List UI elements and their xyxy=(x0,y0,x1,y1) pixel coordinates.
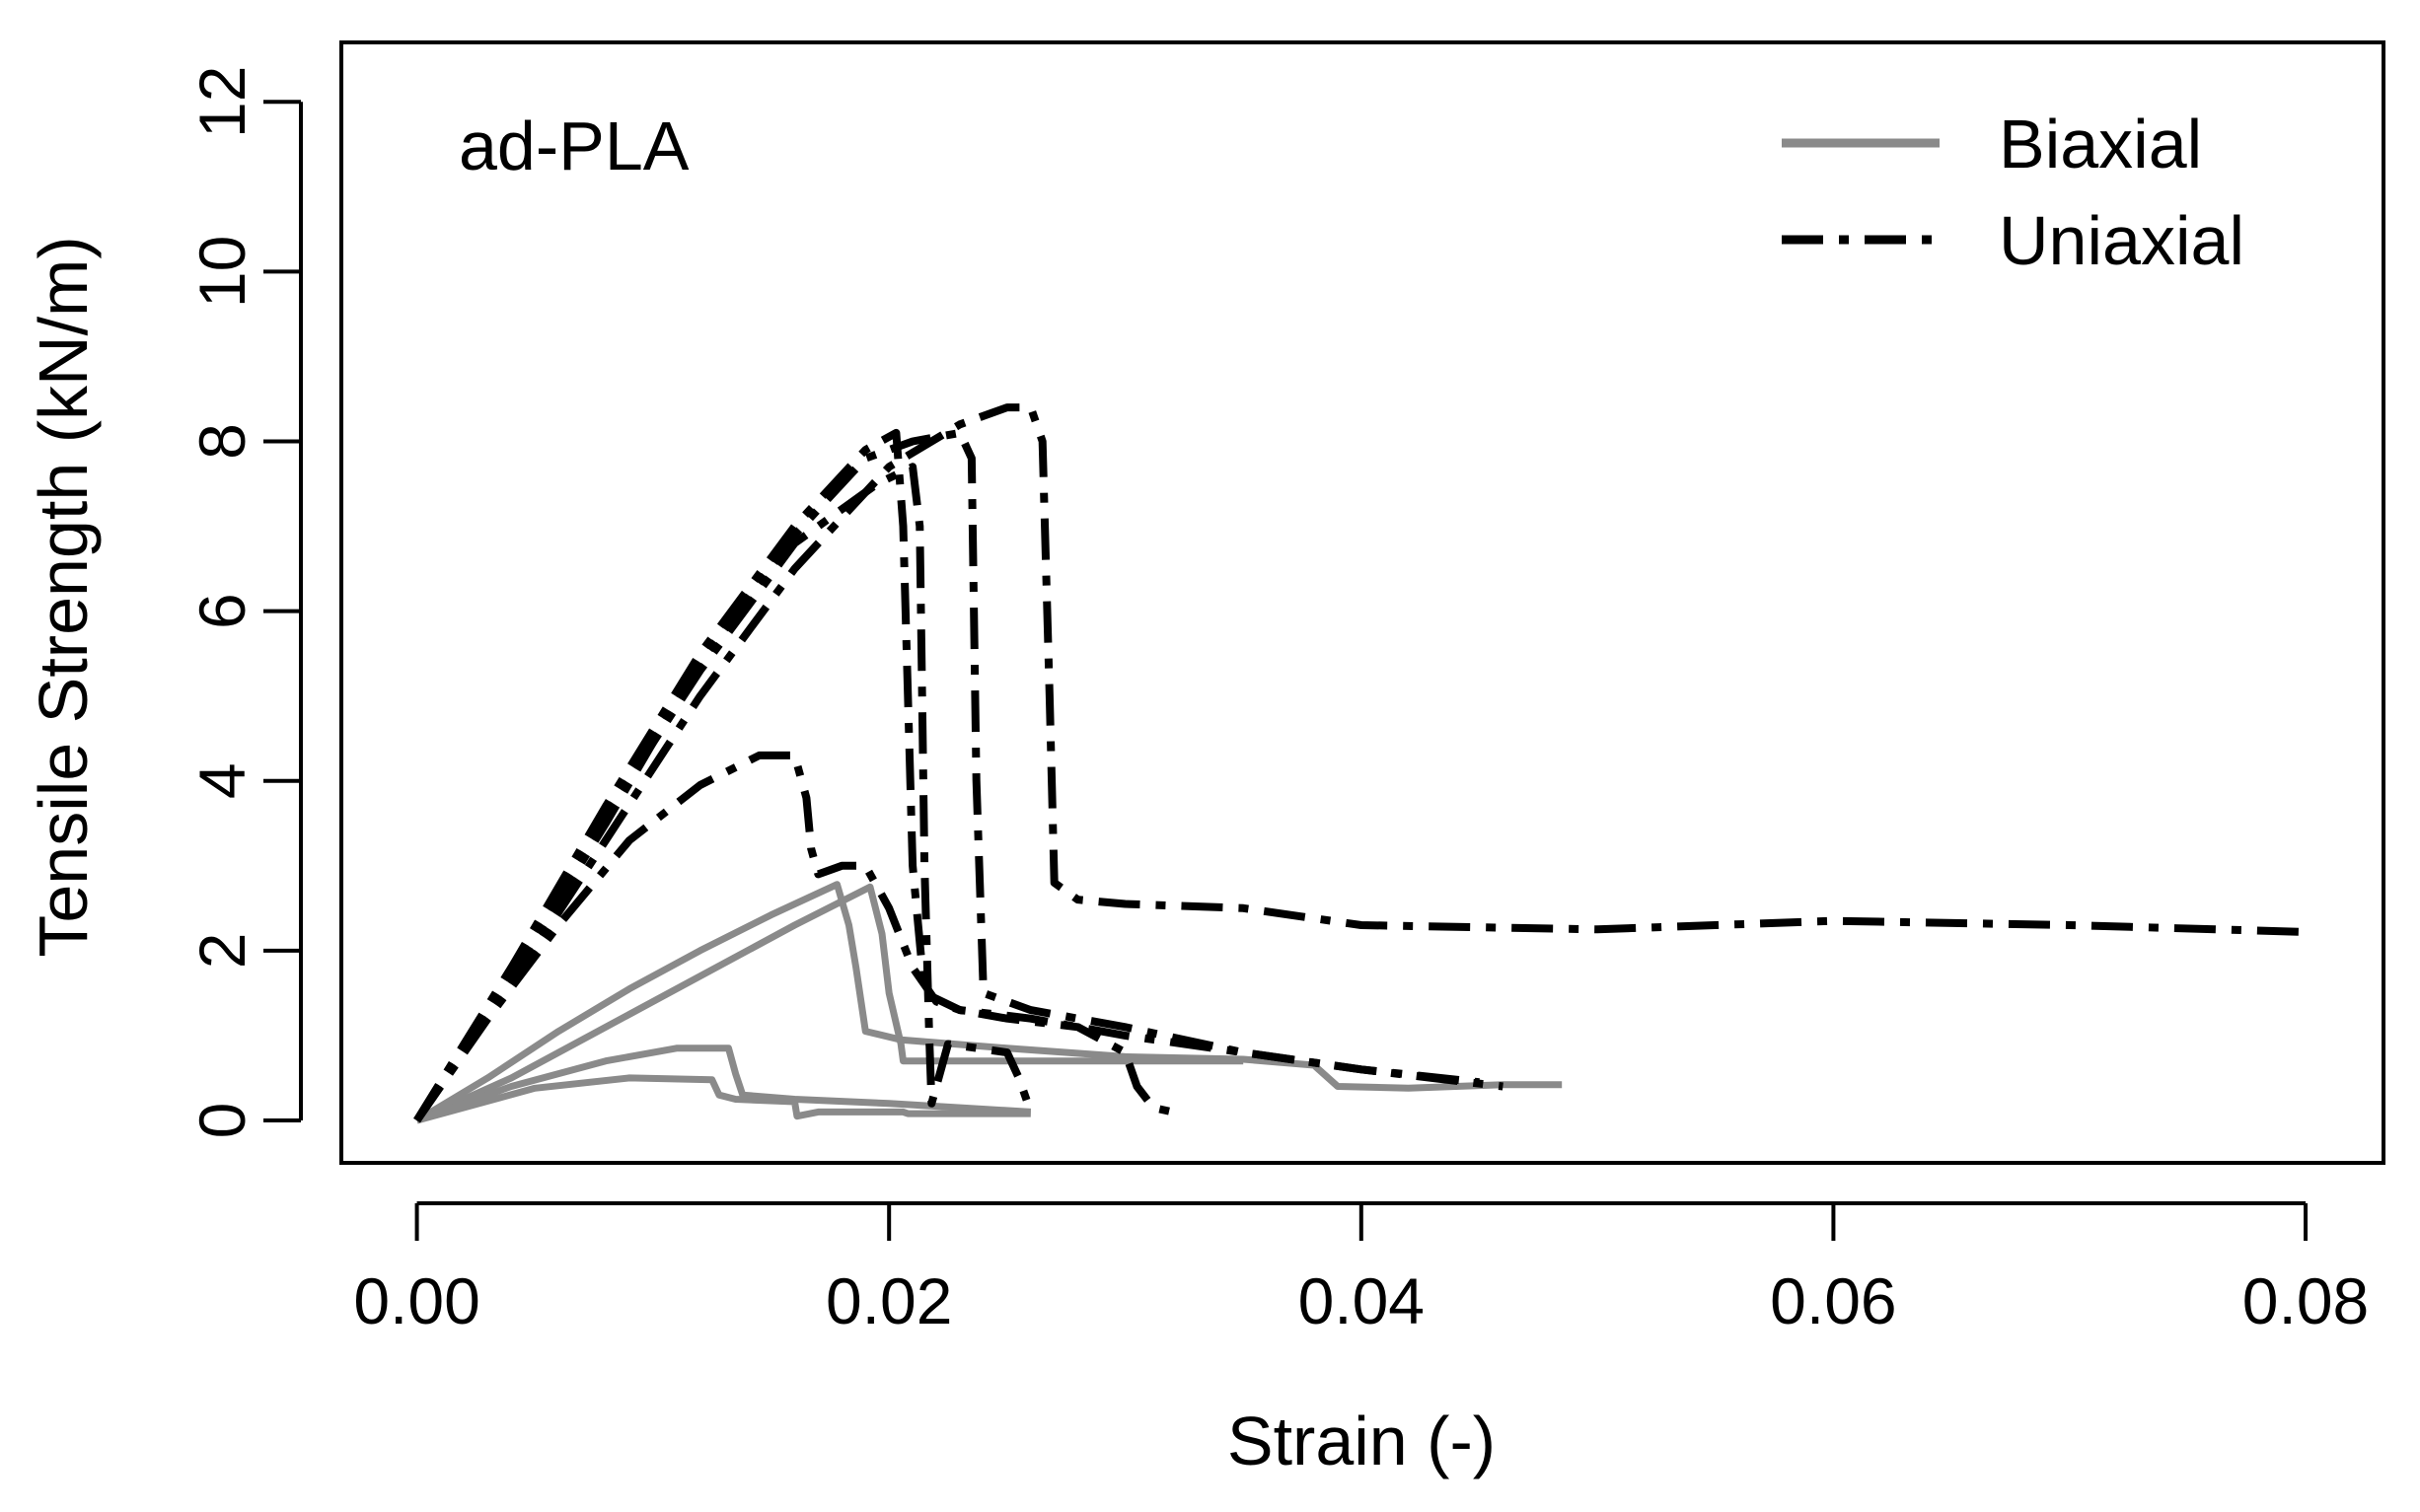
y-tick-label: 8 xyxy=(185,423,258,460)
x-tick-label: 0.02 xyxy=(826,1264,952,1337)
y-tick-label: 4 xyxy=(185,762,258,799)
plot-frame xyxy=(339,40,2385,1165)
x-tick-label: 0.00 xyxy=(353,1264,479,1337)
series-line-biaxial-4 xyxy=(415,1074,1031,1124)
series-line-uniaxial-7 xyxy=(413,428,1503,1123)
legend-label-biaxial: Biaxial xyxy=(1999,106,2202,182)
x-tick-label: 0.04 xyxy=(1298,1264,1425,1337)
y-tick-label: 0 xyxy=(185,1103,258,1139)
legend: Biaxial Uniaxial xyxy=(1782,106,2244,279)
y-axis-label: Tensile Strength (kN/m) xyxy=(25,236,102,957)
x-axis-label: Strain (-) xyxy=(1227,1403,1496,1479)
x-tick-label: 0.08 xyxy=(2242,1264,2369,1337)
x-tick-label: 0.06 xyxy=(1770,1264,1896,1337)
y-tick-label: 6 xyxy=(185,593,258,629)
series-line-biaxial-1 xyxy=(414,881,1563,1124)
series-line-uniaxial-5 xyxy=(413,403,2307,1123)
y-tick-label: 2 xyxy=(185,932,258,969)
series-line-biaxial-3 xyxy=(415,1044,1032,1124)
legend-label-uniaxial: Uniaxial xyxy=(1999,202,2244,279)
series-line-uniaxial-9 xyxy=(413,751,1174,1123)
series-layer xyxy=(413,403,2307,1124)
y-tick-label: 10 xyxy=(185,236,258,308)
panel-label: ad-PLA xyxy=(459,108,690,184)
series-line-uniaxial-8 xyxy=(413,463,1035,1123)
axis-layer: 0.00 0.02 0.04 0.06 0.08 0 2 4 6 8 10 12 xyxy=(185,66,2369,1337)
y-tick-label: 12 xyxy=(185,66,258,138)
